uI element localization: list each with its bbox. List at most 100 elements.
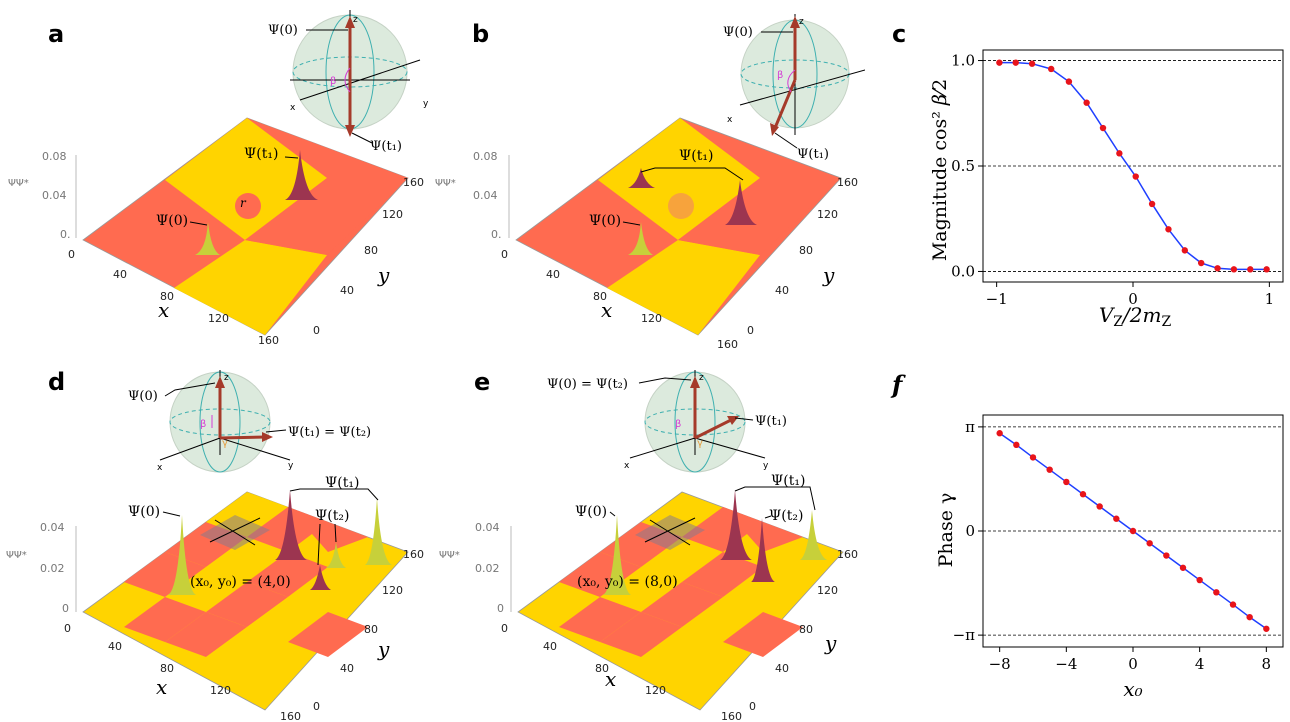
chart-c: 0.0 0.5 1.0 −1 0 1 VZ/2mZ Magnitude cos² β⁄2 [929,49,1284,330]
panel-b-figure: 0.08 0.04 0. ΨΨ* 0 40 80 120 160 0 40 80… [435,14,865,350]
panel-d-figure: 0.04 0.02 0 ΨΨ* 0 40 80 120 160 0 40 [6,370,424,722]
y-tick-0: 0 [747,324,754,337]
chart-f-point-15 [1246,613,1253,621]
x-tick-0: 0 [68,248,75,261]
peak-psit2-b [310,565,331,590]
sphere-axis-x: x [290,103,296,113]
annotation-psit1: Ψ(t₁) [771,473,805,489]
y-axis-label: y [377,263,390,287]
x-tick-3: 120 [208,312,229,325]
sphere-axis-z: z [353,15,358,25]
x-tick-2: 80 [595,662,609,675]
y-tick-3: 120 [382,208,403,221]
y-tick-3: 120 [382,584,403,597]
chart-c-point-3 [1047,65,1055,73]
annotation-psi0: Ψ(0) [589,213,621,229]
chart-c-point-7 [1116,150,1123,157]
z-axis: 0.08 0.04 0. ΨΨ* [435,150,510,241]
chart-f-point-5 [1079,491,1087,498]
z-tick-1: 0.04 [40,521,65,534]
chart-c-point-9 [1148,200,1156,208]
z-tick-2: 0.02 [40,562,65,575]
x-tick-4: 160 [721,710,742,722]
chart-c-point-14 [1230,266,1238,273]
chart-f-xtick-label-0: −8 [989,655,1011,673]
annotation-psi0: Ψ(0) [575,504,607,520]
z-axis-label: ΨΨ* [439,550,460,561]
bloch-sphere: β γ z x y Ψ(0) Ψ(t₁) = Ψ(t₂) [128,370,371,473]
x-tick-1: 40 [543,640,557,653]
z-tick-2: 0.02 [475,562,500,575]
panel-label-b: b [472,20,490,48]
chart-c-point-5 [1083,99,1090,106]
chart-f-point-11 [1179,564,1187,571]
sphere-beta: β [777,70,783,81]
chart-c-y-ticks: 0.0 0.5 1.0 [951,52,983,280]
z-axis: 0.08 0.04 0. ΨΨ* [8,150,77,241]
y-axis-label: y [822,263,835,287]
x-tick-0: 0 [501,248,508,261]
y-tick-2: 80 [364,244,378,257]
z-tick-3: 0 [497,602,504,615]
sphere-psit1: Ψ(t₁) [797,147,829,162]
peak-psit1-b [365,498,392,565]
chart-f: −π 0 π −8 −4 0 4 8 x₀ Phase γ [935,414,1284,701]
y-tick-2: 80 [364,623,378,636]
x-axis-label: x [156,675,167,699]
z-tick-1: 0.08 [42,150,67,163]
peak-psi0 [603,515,631,595]
chart-c-x-ticks: −1 0 1 [986,282,1274,308]
chart-f-point-3 [1046,466,1053,473]
sphere-psi0: Ψ(0) [128,389,158,404]
chart-c-point-8 [1132,173,1139,180]
chart-f-xtick-label-1: −4 [1055,655,1077,673]
sphere-axis-z: z [799,17,804,27]
checker-floor [515,117,842,336]
y-tick-4: 160 [837,176,858,189]
panel-label-f: f [892,370,903,399]
x-axis-label: x [605,667,616,691]
chart-f-xlabel: x₀ [1123,677,1142,701]
sphere-axis-x: x [727,115,733,125]
y-tick-4: 160 [403,176,424,189]
chart-c-grid [983,60,1283,272]
panel-a-figure: 0.08 0.04 0. ΨΨ* 0 40 80 120 160 0 40 80… [8,10,429,347]
annotation-psit2: Ψ(t₂) [315,508,349,524]
sphere-axis-x: x [157,463,163,473]
z-axis-label: ΨΨ* [6,550,27,561]
x-axis-label: x [158,298,169,322]
chart-f-point-13 [1213,589,1220,596]
chart-f-y-ticks: −π 0 π [953,418,983,644]
y-tick-0: 0 [313,324,320,337]
annotation-x0y0: (x₀, y₀) = (8,0) [577,574,678,590]
y-tick-0: 0 [749,700,756,713]
y-tick-1: 40 [775,284,789,297]
y-tick-3: 120 [817,208,838,221]
x-tick-4: 160 [258,334,279,347]
chart-c-ytick-label-1: 0.5 [951,157,975,175]
x-tick-1: 40 [113,268,127,281]
chart-c-point-0 [996,59,1003,66]
y-tick-1: 40 [340,284,354,297]
z-axis-label: ΨΨ* [8,178,29,189]
y-tick-2: 80 [799,244,813,257]
y-tick-1: 40 [775,662,789,675]
chart-f-point-14 [1229,601,1237,608]
panel-e-figure: 0.04 0.02 0 ΨΨ* 0 40 80 120 160 0 40 80 … [439,370,858,722]
chart-f-xtick-label-4: 8 [1262,655,1272,673]
y-tick-4: 160 [837,548,858,561]
z-tick-3: 0. [60,228,71,241]
chart-f-xtick-label-3: 4 [1195,655,1205,673]
z-axis: 0.04 0.02 0 ΨΨ* [6,521,77,615]
sphere-psi0: Ψ(0) = Ψ(t₂) [547,377,628,392]
chart-c-point-12 [1197,259,1205,267]
x-axis-label: x [601,298,612,322]
chart-f-ylabel: Phase γ [935,493,957,568]
peak-psi0 [168,515,196,595]
panel-label-e: e [474,368,491,396]
chart-c-point-2 [1028,60,1036,67]
bloch-sphere: β z x y Ψ(0) Ψ(t₁) [268,10,429,154]
chart-f-ytick-label-1: 0 [965,522,975,540]
annotation-r: r [240,196,247,210]
panel-label-d: d [48,368,66,396]
